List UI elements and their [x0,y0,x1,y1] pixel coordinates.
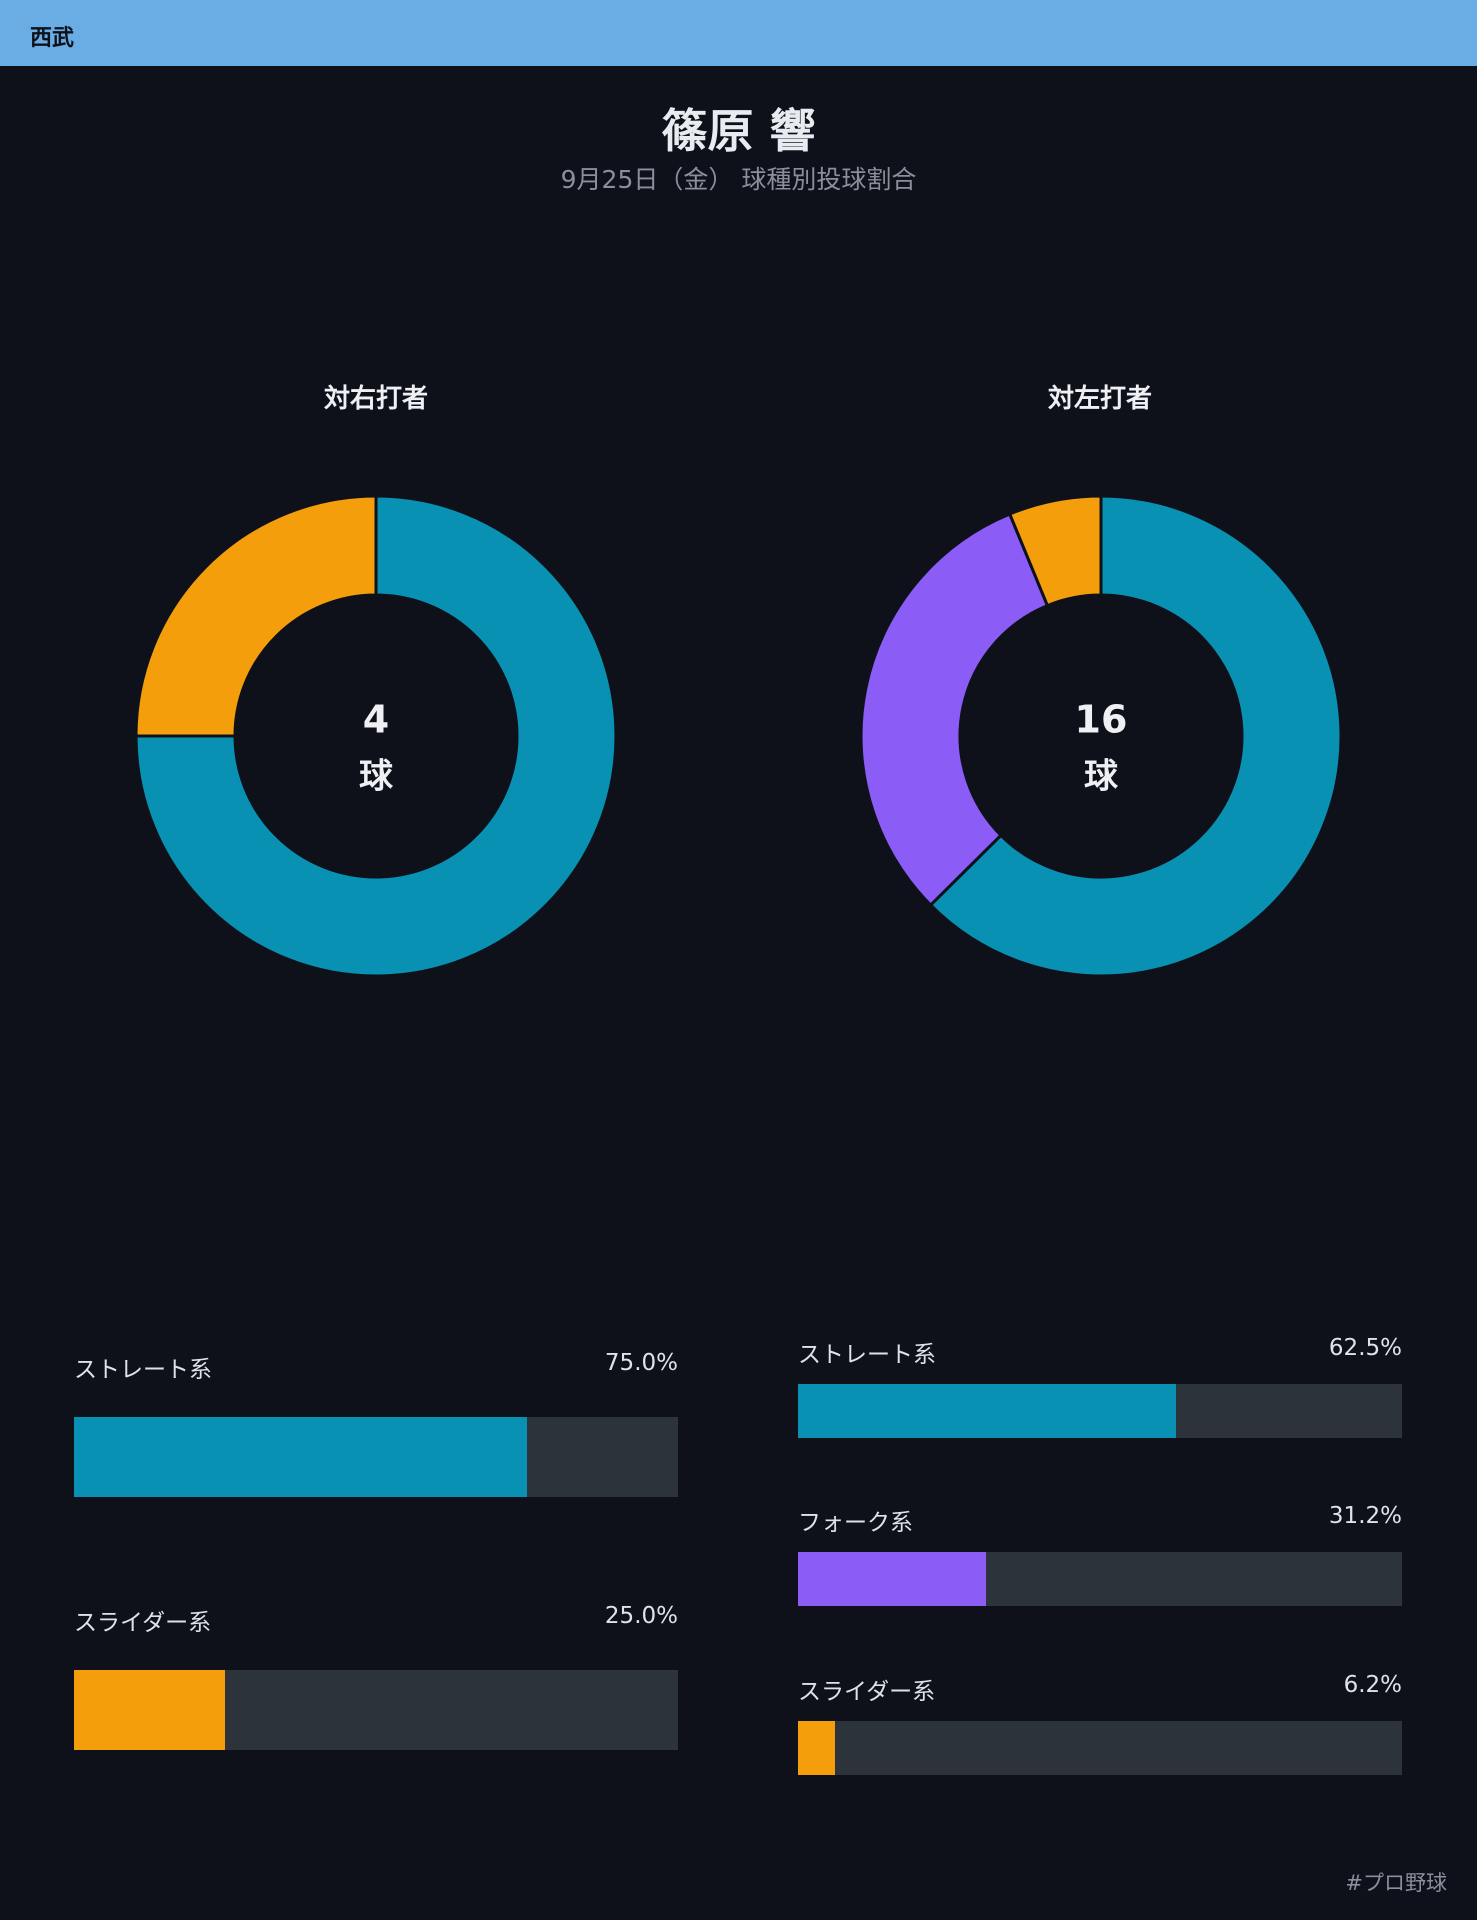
bar-value: 62.5% [1328,1335,1402,1361]
bar-fill [798,1552,987,1606]
team-header-bar: 西武 [0,0,1477,66]
donut-slice-1 [928,494,1343,978]
donut-slice-3 [1007,494,1103,608]
bar-row-slider-left: スライダー系 6.2% [798,1672,1402,1777]
bar-label: ストレート系 [798,1342,936,1368]
bar-value: 31.2% [1328,1503,1402,1529]
center-pitch-unit: 球 [1084,757,1119,797]
center-pitch-unit: 球 [359,757,394,797]
bar-fill [798,1721,836,1775]
donut-chart-left-batter: 16 球 [859,494,1343,978]
bar-row-straight-left: ストレート系 62.5% [798,1335,1402,1440]
page-title: 篠原 響 [661,104,816,158]
bar-fill [74,1670,225,1750]
team-name: 西武 [30,26,75,51]
donut-slice-1 [134,494,618,978]
center-pitch-count: 16 [1075,698,1128,742]
chart-title-right-batter: 対右打者 [323,384,428,414]
bar-track [798,1552,1402,1606]
bar-value: 6.2% [1343,1672,1402,1698]
bar-fill [74,1417,527,1497]
bar-fill [798,1384,1176,1438]
donut-slice-2 [859,512,1050,908]
bar-row-slider-right: スライダー系 25.0% [74,1603,678,1753]
bar-label: スライダー系 [74,1610,212,1636]
page-subtitle: 9月25日（金） 球種別投球割合 [560,165,917,194]
hashtag: #プロ野球 [1345,1871,1447,1895]
bar-row-straight-right: ストレート系 75.0% [74,1350,678,1500]
bar-track [74,1417,678,1497]
donut-chart-right-batter: 4 球 [134,494,618,978]
bar-row-fork-left: フォーク系 31.2% [798,1503,1402,1608]
bar-track [74,1670,678,1750]
bar-value: 75.0% [604,1350,678,1376]
donut-slice-2 [134,494,378,738]
bar-track [798,1384,1402,1438]
chart-title-left-batter: 対左打者 [1047,384,1152,414]
bar-track [798,1721,1402,1775]
bar-label: ストレート系 [74,1357,212,1383]
bar-label: スライダー系 [798,1679,936,1705]
center-pitch-count: 4 [363,698,389,742]
bar-value: 25.0% [604,1603,678,1629]
bar-label: フォーク系 [798,1510,913,1536]
